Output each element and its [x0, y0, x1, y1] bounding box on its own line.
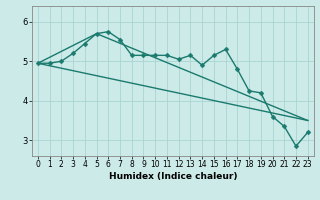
X-axis label: Humidex (Indice chaleur): Humidex (Indice chaleur): [108, 172, 237, 181]
